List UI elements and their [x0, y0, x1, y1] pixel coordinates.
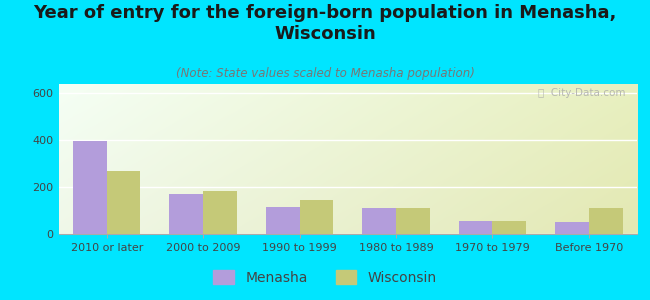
Bar: [555, 222, 589, 234]
Legend: Menasha, Wisconsin: Menasha, Wisconsin: [208, 264, 442, 290]
Bar: [396, 208, 430, 234]
Bar: [73, 141, 107, 234]
Text: (Note: State values scaled to Menasha population): (Note: State values scaled to Menasha po…: [176, 68, 474, 80]
Bar: [362, 208, 396, 234]
Bar: [493, 221, 526, 234]
Bar: [459, 221, 493, 234]
Text: ⓘ  City-Data.com: ⓘ City-Data.com: [538, 88, 625, 98]
Bar: [203, 190, 237, 234]
Bar: [107, 171, 140, 234]
Bar: [170, 194, 203, 234]
Bar: [589, 208, 623, 234]
Bar: [300, 200, 333, 234]
Text: Year of entry for the foreign-born population in Menasha,
Wisconsin: Year of entry for the foreign-born popul…: [33, 4, 617, 43]
Bar: [266, 207, 300, 234]
